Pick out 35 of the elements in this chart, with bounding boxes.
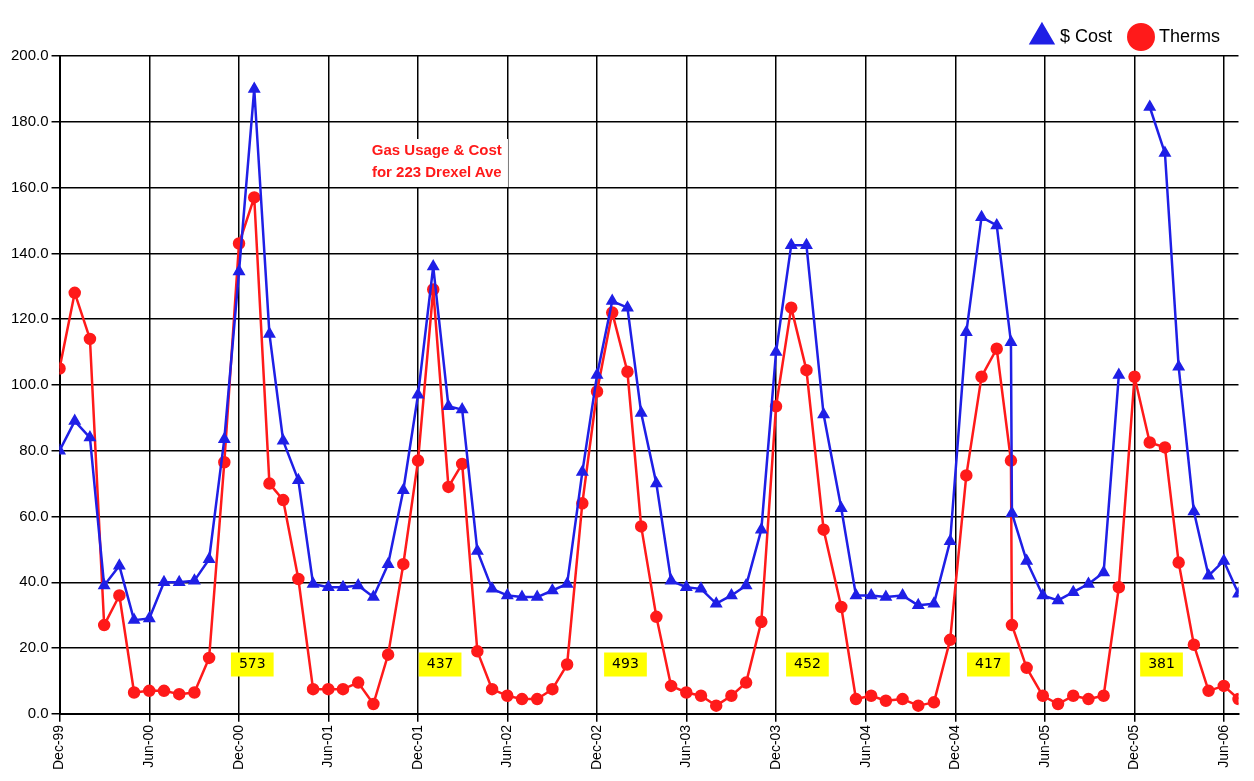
- annotation: 381: [1148, 655, 1175, 672]
- x-tick-label: Jun-00: [140, 724, 157, 768]
- y-tick-label: 180.0: [10, 111, 49, 129]
- text: Gas Usage & Cost: [371, 141, 502, 159]
- legend-label: $ Cost: [1059, 25, 1112, 46]
- text: for 223 Drexel Ave: [371, 163, 502, 181]
- y-tick-label: 100.0: [10, 375, 49, 393]
- x-tick-label: Dec-05: [1125, 724, 1142, 771]
- legend-label: Therms: [1159, 25, 1221, 46]
- y-tick-label: 0.0: [27, 704, 49, 722]
- x-tick-label: Jun-02: [498, 724, 515, 768]
- x-tick-label: Jun-01: [319, 724, 336, 768]
- x-tick-label: Jun-06: [1214, 724, 1231, 768]
- annotation: 493: [612, 655, 639, 672]
- annotation: 573: [238, 655, 266, 672]
- x-tick-label: Dec-03: [766, 724, 783, 771]
- y-tick-label: 80.0: [19, 440, 49, 458]
- annotation: 417: [975, 655, 1002, 672]
- x-tick-label: Dec-02: [587, 724, 604, 771]
- y-tick-label: 120.0: [10, 309, 49, 327]
- x-tick-label: Dec-01: [408, 724, 425, 771]
- annotation: 437: [426, 655, 454, 672]
- y-tick-label: 20.0: [19, 638, 49, 656]
- x-tick-label: Jun-04: [856, 724, 873, 768]
- y-tick-label: 200.0: [10, 46, 49, 64]
- x-tick-label: Dec-00: [229, 724, 246, 771]
- x-tick-label: Dec-99: [50, 724, 67, 771]
- x-tick-label: Jun-05: [1035, 724, 1052, 768]
- y-tick-label: 140.0: [10, 243, 49, 261]
- x-tick-label: Dec-04: [946, 724, 963, 771]
- annotation: 452: [794, 655, 821, 672]
- y-tick-label: 60.0: [19, 506, 49, 524]
- x-tick-label: Jun-03: [677, 724, 694, 768]
- y-tick-label: 160.0: [10, 177, 49, 195]
- y-tick-label: 40.0: [19, 572, 49, 590]
